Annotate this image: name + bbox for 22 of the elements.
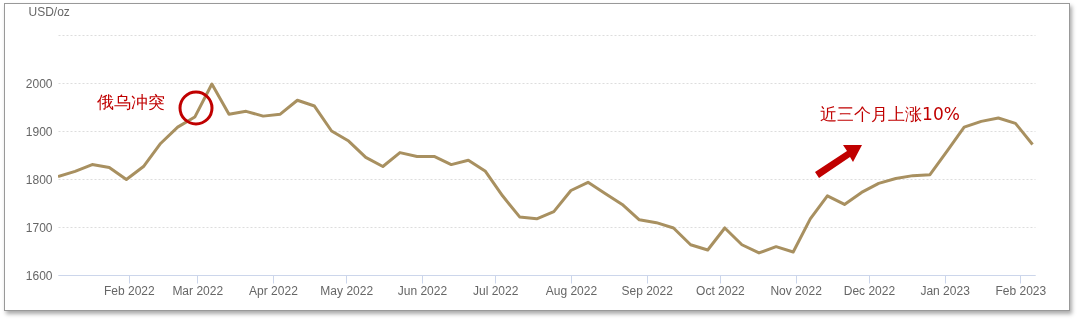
y-tick-label: 1900 (25, 124, 53, 139)
x-tick-label: Jun 2022 (397, 283, 448, 298)
x-tick-label: Dec 2022 (843, 283, 896, 298)
y-tick-label: 1600 (25, 268, 53, 283)
line-series (58, 82, 1035, 255)
x-tick-label: Aug 2022 (545, 283, 598, 298)
x-tick-label: May 2022 (320, 283, 374, 298)
y-axis-title: USD/oz (28, 4, 70, 19)
x-tick-label: Mar 2022 (172, 283, 224, 298)
x-tick-label: Oct 2022 (696, 283, 746, 298)
x-tick-label: Feb 2022 (103, 283, 156, 298)
x-tick-label: Nov 2022 (770, 283, 823, 298)
annotation: 近三个月上涨10% (820, 104, 960, 124)
y-tick-label: 1800 (25, 172, 53, 187)
x-tick-label: Feb 2023 (995, 283, 1047, 298)
y-tick-label: 2000 (25, 76, 53, 91)
x-tick-label: Apr 2022 (249, 283, 299, 298)
y-tick-label: 1700 (25, 220, 53, 235)
x-tick-label: Sep 2022 (621, 283, 674, 298)
x-tick-label: Jul 2022 (473, 283, 519, 298)
x-tick-label: Jan 2023 (920, 283, 971, 298)
annotation: 俄乌冲突 (97, 92, 166, 112)
